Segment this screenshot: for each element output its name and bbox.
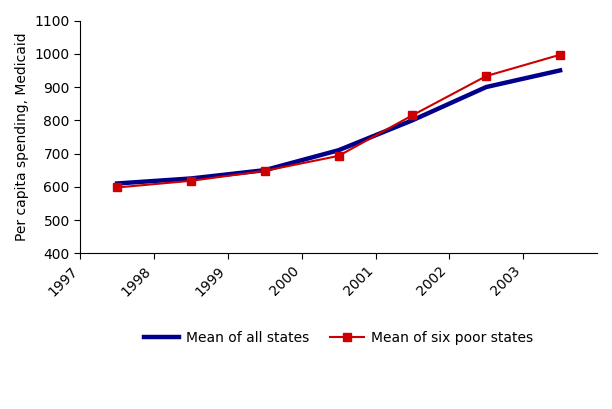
Y-axis label: Per capita spending, Medicaid: Per capita spending, Medicaid — [15, 33, 29, 241]
Legend: Mean of all states, Mean of six poor states: Mean of all states, Mean of six poor sta… — [138, 326, 539, 351]
